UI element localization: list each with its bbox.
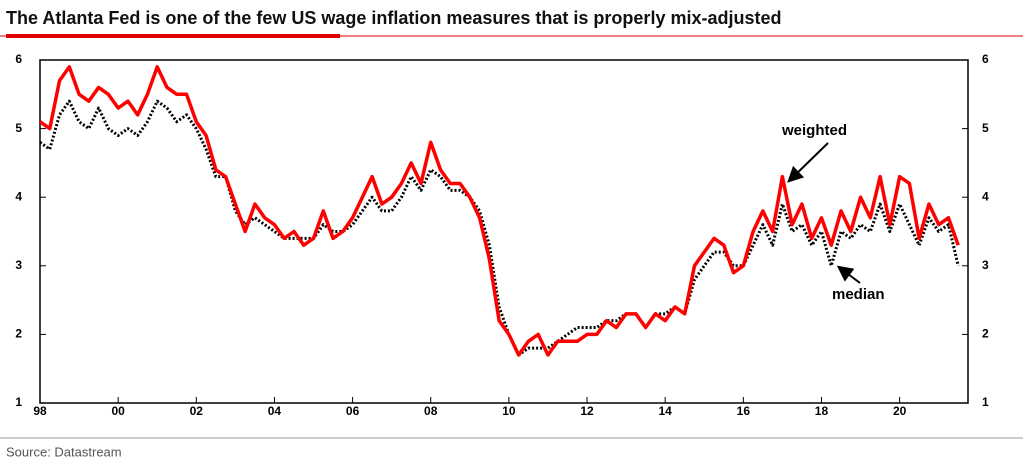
x-tick-label: 02 xyxy=(190,404,204,418)
annotation-arrow xyxy=(787,142,829,183)
line-series xyxy=(38,65,960,357)
annotation: weighted xyxy=(781,122,847,139)
y2-tick-label: 1 xyxy=(982,395,989,409)
y2-tick-label: 3 xyxy=(982,258,989,272)
x-tick-label: 16 xyxy=(737,404,751,418)
x-tick-label: 98 xyxy=(33,404,47,418)
y2-tick-label: 2 xyxy=(982,327,989,341)
y-tick-label: 6 xyxy=(15,52,22,66)
x-tick-label: 04 xyxy=(268,404,282,418)
chart-title: The Atlanta Fed is one of the few US wag… xyxy=(6,8,781,28)
annotation: median xyxy=(832,286,885,303)
y-tick-label: 5 xyxy=(15,121,22,135)
x-tick-label: 06 xyxy=(346,404,360,418)
annotation-arrow xyxy=(836,265,861,284)
y-tick-label: 4 xyxy=(15,189,22,203)
x-tick-label: 20 xyxy=(893,404,907,418)
source: Source: Datastream xyxy=(6,444,122,459)
x-tick-label: 10 xyxy=(502,404,516,418)
y2-tick-label: 4 xyxy=(982,189,989,203)
plot-frame xyxy=(39,59,969,404)
y2-tick-label: 5 xyxy=(982,121,989,135)
x-tick-label: 08 xyxy=(424,404,438,418)
x-tick-label: 14 xyxy=(658,404,672,418)
x-tick-label: 12 xyxy=(580,404,594,418)
x-tick-label: 18 xyxy=(815,404,829,418)
y2-tick-label: 6 xyxy=(982,52,989,66)
line-series xyxy=(39,99,960,357)
y-tick-label: 1 xyxy=(15,395,22,409)
y-tick-label: 3 xyxy=(15,258,22,272)
x-tick-label: 00 xyxy=(111,404,125,418)
y-tick-label: 2 xyxy=(15,327,22,341)
